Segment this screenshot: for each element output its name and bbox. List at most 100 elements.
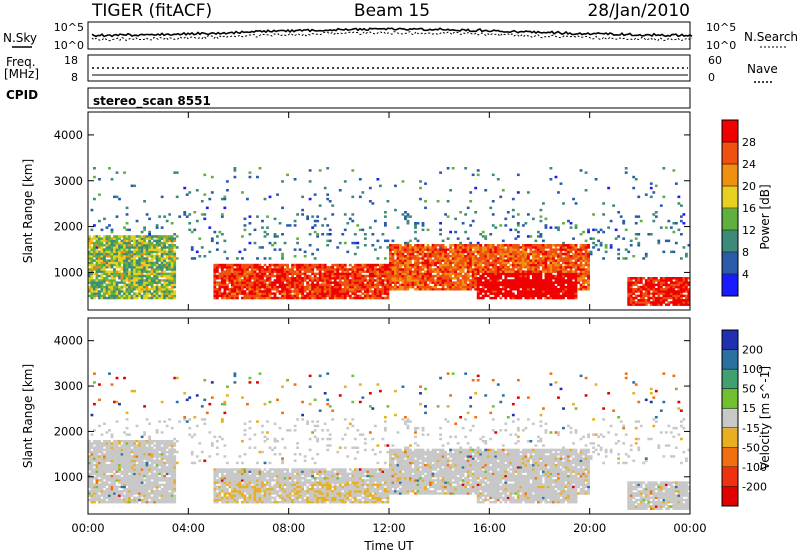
power-cell — [160, 263, 164, 267]
power-cell — [514, 294, 518, 298]
power-cell — [451, 270, 455, 273]
power-cell — [163, 288, 167, 291]
power-cell — [326, 279, 330, 282]
power-cell — [449, 250, 453, 254]
power-cell — [286, 263, 289, 267]
power-cell — [343, 292, 347, 295]
power-cell — [674, 285, 678, 289]
power-cell — [246, 285, 249, 289]
velocity-cell — [123, 453, 126, 456]
power-cell — [358, 290, 362, 293]
power-cell — [168, 268, 172, 271]
power-cell — [637, 299, 641, 302]
power-cell — [351, 277, 355, 280]
power-cell — [524, 281, 528, 284]
power-cell — [514, 237, 518, 240]
power-cell — [574, 294, 578, 298]
power-cell — [383, 215, 387, 218]
power-cell — [298, 296, 302, 300]
power-cell — [637, 215, 641, 218]
power-cell — [504, 259, 508, 262]
velocity-cell — [125, 457, 129, 460]
power-cell — [654, 303, 658, 306]
power-cell — [165, 235, 169, 238]
velocity-cell — [115, 485, 119, 489]
power-cell — [243, 290, 247, 293]
power-cell — [396, 281, 400, 284]
power-cell — [386, 274, 390, 278]
power-cell — [93, 224, 96, 227]
power-cell — [436, 255, 440, 258]
power-cell — [491, 272, 495, 276]
power-cell — [225, 285, 229, 289]
power-cell — [544, 279, 548, 282]
power-cell — [449, 268, 453, 271]
velocity-cell — [105, 481, 109, 484]
power-cell — [123, 241, 126, 245]
power-cell — [554, 246, 558, 249]
power-cell — [554, 279, 558, 282]
power-cell — [378, 266, 382, 269]
power-cell — [526, 257, 530, 260]
power-cell — [469, 274, 473, 278]
power-cell — [95, 266, 99, 269]
power-cell — [414, 277, 417, 280]
power-cell — [587, 279, 590, 282]
power-cell — [276, 296, 279, 300]
power-cell — [108, 244, 111, 247]
power-cell — [168, 244, 172, 247]
power-cell — [371, 244, 375, 247]
power-cell — [672, 301, 676, 304]
power-cell — [323, 296, 327, 300]
power-cell — [652, 283, 656, 287]
velocity-cell — [90, 459, 94, 463]
power-cell — [684, 290, 688, 293]
power-cell — [516, 290, 520, 293]
power-cell — [637, 294, 641, 298]
power-cell — [303, 272, 307, 276]
power-cell — [160, 259, 164, 262]
power-cell — [358, 270, 362, 273]
power-cell — [672, 285, 676, 289]
power-cell — [235, 283, 239, 287]
velocity-cell — [88, 466, 91, 469]
power-cell — [366, 281, 370, 284]
power-cell — [564, 257, 568, 260]
velocity-cell — [100, 470, 104, 473]
power-cell — [108, 290, 111, 293]
power-cell — [677, 292, 681, 295]
power-cell — [451, 257, 455, 260]
power-cell — [243, 248, 247, 251]
power-cell — [373, 219, 377, 223]
velocity-cell — [120, 485, 124, 489]
power-cell — [474, 272, 478, 276]
power-cell — [308, 285, 312, 289]
power-cell — [401, 272, 405, 276]
power-cell — [534, 250, 538, 254]
velocity-cell — [110, 453, 114, 456]
velocity-cell — [95, 498, 99, 502]
power-cell — [168, 266, 172, 269]
power-cell — [399, 248, 402, 251]
power-cell — [554, 244, 558, 247]
power-cell — [110, 277, 114, 280]
power-cell — [213, 281, 217, 284]
power-cell — [363, 292, 367, 295]
power-cell — [559, 296, 563, 300]
velocity-cell — [128, 442, 131, 445]
power-cell — [140, 288, 144, 291]
power-cell — [313, 257, 317, 260]
power-cell — [130, 261, 134, 265]
power-cell — [170, 239, 174, 243]
power-cell — [218, 274, 222, 278]
power-cell — [105, 248, 109, 251]
power-cell — [499, 288, 503, 291]
power-cell — [506, 246, 510, 249]
power-cell — [429, 255, 432, 258]
power-cell — [516, 255, 520, 258]
power-cell — [431, 261, 435, 265]
power-cell — [449, 266, 453, 269]
power-cell — [439, 246, 442, 249]
power-cell — [148, 292, 152, 295]
